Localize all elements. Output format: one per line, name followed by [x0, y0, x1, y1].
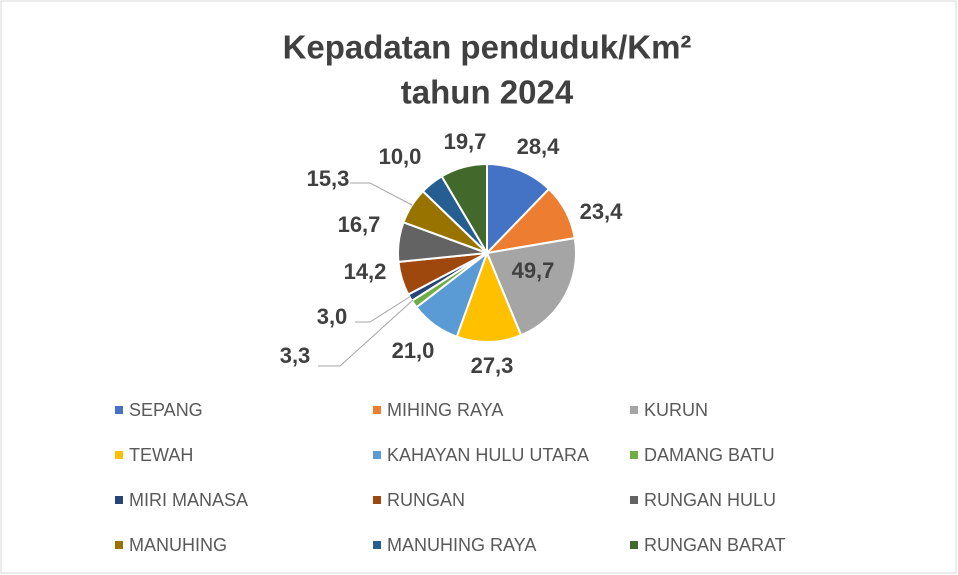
leader-line: [355, 295, 412, 323]
data-label: 14,2: [344, 259, 387, 284]
data-label: 3,0: [317, 304, 348, 329]
pie-slice: [485, 236, 577, 337]
pie-slice: [440, 162, 488, 257]
data-label: 23,4: [580, 199, 624, 224]
legend-swatch: [630, 406, 638, 414]
legend-label: MIRI MANASA: [129, 490, 248, 510]
legend-label: MIHING RAYA: [387, 400, 503, 420]
legend-label: DAMANG BATU: [644, 445, 775, 465]
data-label: 21,0: [392, 338, 435, 363]
legend-label: RUNGAN BARAT: [644, 535, 786, 555]
chart-title: Kepadatan penduduk/Km²: [283, 29, 692, 66]
data-label: 10,0: [379, 144, 422, 169]
legend-label: RUNGAN: [387, 490, 465, 510]
pie-slice: [455, 250, 523, 343]
data-label: 3,3: [280, 343, 311, 368]
data-label: 28,4: [517, 134, 561, 159]
legend-label: SEPANG: [129, 400, 203, 420]
legend-label: KAHAYAN HULU UTARA: [387, 445, 589, 465]
legend-label: TEWAH: [129, 445, 193, 465]
leader-line: [318, 299, 414, 367]
data-label: 15,3: [307, 166, 350, 191]
legend-swatch: [373, 406, 381, 414]
legend-label: RUNGAN HULU: [644, 490, 776, 510]
legend-swatch: [115, 496, 123, 504]
legend-swatch: [115, 406, 123, 414]
legend-label: MANUHING RAYA: [387, 535, 536, 555]
legend-swatch: [373, 451, 381, 459]
chart-title: tahun 2024: [401, 74, 574, 111]
legend-swatch: [630, 496, 638, 504]
legend-swatch: [373, 496, 381, 504]
legend-swatch: [630, 451, 638, 459]
leader-line: [350, 182, 413, 206]
data-label: 27,3: [471, 353, 514, 378]
legend-label: MANUHING: [129, 535, 227, 555]
legend-swatch: [115, 541, 123, 549]
pie-slice: [486, 162, 551, 256]
legend-swatch: [115, 451, 123, 459]
data-label: 16,7: [338, 212, 381, 237]
legend-label: KURUN: [644, 400, 708, 420]
legend-swatch: [373, 541, 381, 549]
data-label: 49,7: [512, 258, 555, 283]
data-label: 19,7: [444, 129, 487, 154]
legend-swatch: [630, 541, 638, 549]
